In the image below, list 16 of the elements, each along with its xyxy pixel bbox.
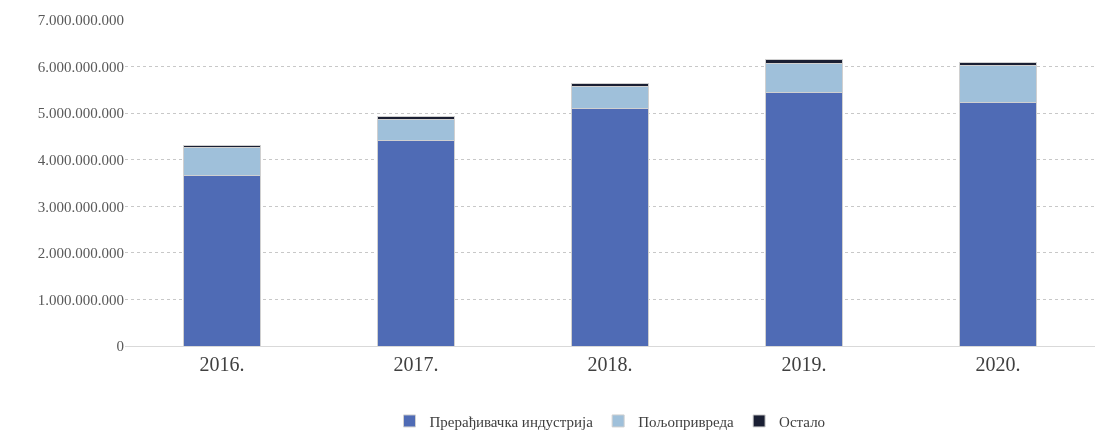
x-tick-label: 2017. bbox=[393, 353, 439, 375]
legend-label: Остало bbox=[779, 413, 826, 430]
y-tick-label: 5.000.000.000 bbox=[37, 105, 124, 122]
legend-label: Прерађивачка индустрија bbox=[429, 413, 594, 430]
y-tick-label: 6.000.000.000 bbox=[37, 58, 124, 75]
y-tick-label: 4.000.000.000 bbox=[37, 151, 124, 168]
y-tick-label: 1.000.000.000 bbox=[37, 291, 124, 308]
x-tick-label: 2016. bbox=[199, 353, 245, 375]
x-tick-label: 2020. bbox=[975, 353, 1021, 375]
legend-label: Пољопривреда bbox=[638, 413, 735, 430]
y-tick-label: 0 bbox=[116, 338, 124, 355]
y-tick-label: 2.000.000.000 bbox=[37, 245, 124, 262]
y-tick-label: 7.000.000.000 bbox=[37, 12, 124, 29]
y-tick-label: 3.000.000.000 bbox=[37, 198, 124, 215]
x-tick-label: 2019. bbox=[781, 353, 827, 375]
x-tick-label: 2018. bbox=[587, 353, 633, 375]
